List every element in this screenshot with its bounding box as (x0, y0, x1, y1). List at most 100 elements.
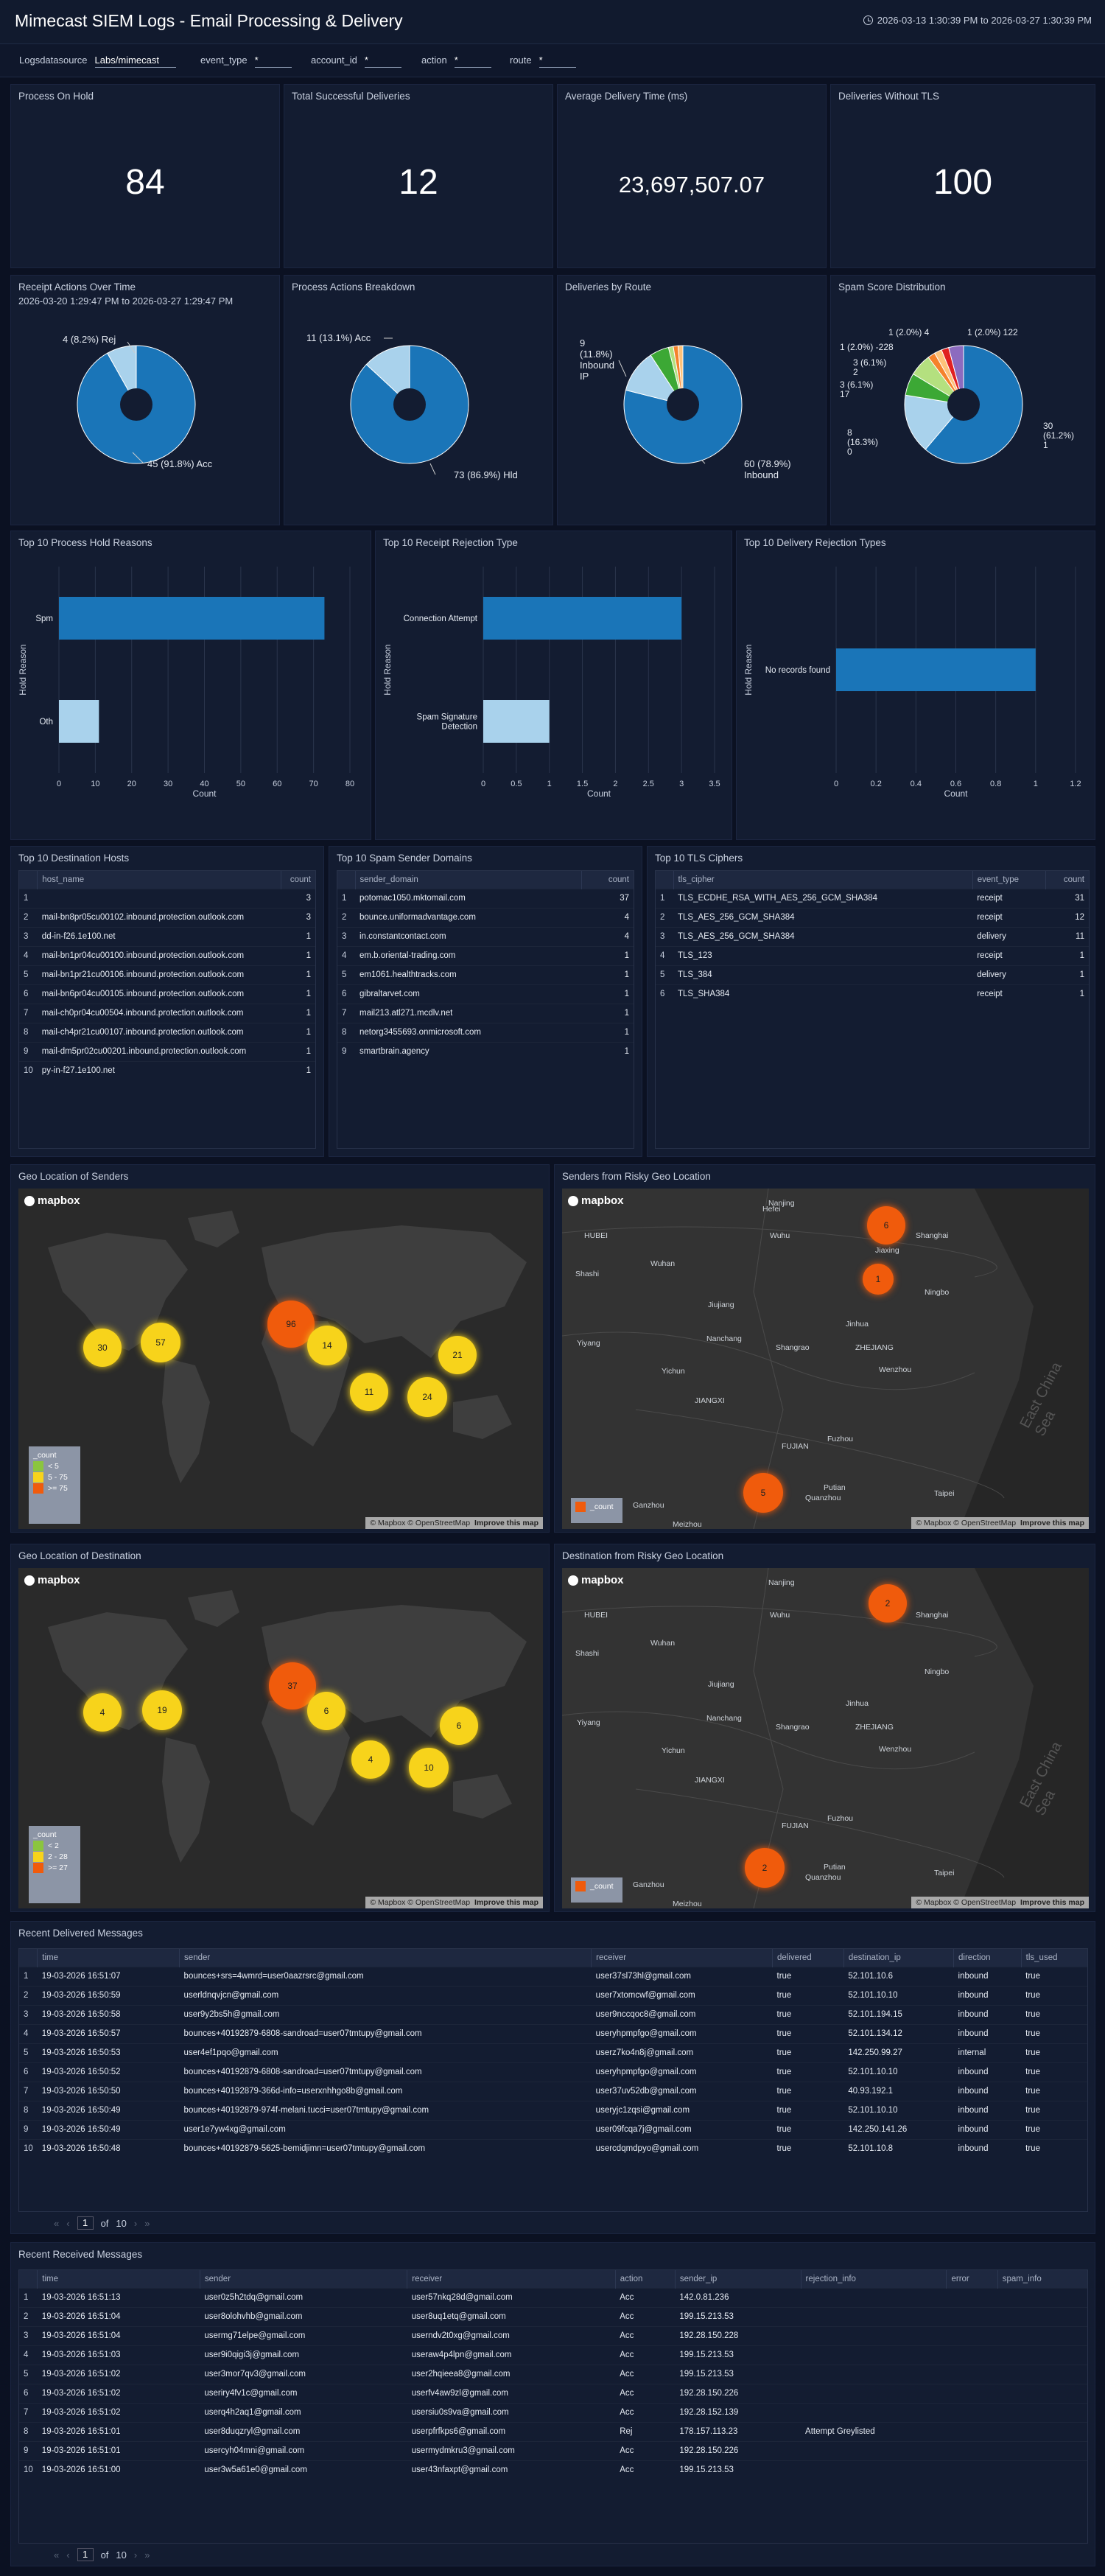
page-input[interactable]: 1 (77, 2216, 94, 2230)
filter-value[interactable]: Labs/mimecast (94, 55, 176, 68)
map-cluster[interactable]: 19 (142, 1690, 182, 1730)
column-header[interactable]: sender (199, 2270, 407, 2288)
improve-map-link[interactable]: Improve this map (1020, 1898, 1084, 1907)
bar-rejection-0[interactable] (483, 597, 682, 640)
filter-value[interactable]: * (364, 55, 401, 68)
filter-value[interactable]: * (254, 55, 292, 68)
map-cluster[interactable]: 96 (267, 1301, 315, 1348)
map-attribution[interactable]: © Mapbox © OpenStreetMap Improve this map (365, 1897, 543, 1908)
filter-event-type[interactable]: event_type * (200, 55, 292, 68)
last-page-icon[interactable]: » (144, 2549, 150, 2561)
table-row[interactable]: 4 mail-bn1pr04cu00100.inbound.protection.… (19, 945, 315, 965)
column-header[interactable]: host_name (37, 871, 281, 889)
column-header[interactable] (19, 871, 38, 889)
next-page-icon[interactable]: › (133, 2217, 138, 2229)
china-map-destination[interactable]: mapbox Nanjing Wuhu Shanghai Ningbo HUBE… (562, 1568, 1089, 1908)
column-header[interactable]: error (946, 2270, 998, 2288)
table-row[interactable]: 9 smartbrain.agency 1 (337, 1041, 634, 1061)
filter-action[interactable]: action * (421, 55, 491, 68)
map-cluster[interactable]: 4 (351, 1740, 390, 1779)
china-map-senders[interactable]: mapbox Nanjing Hefei Wuhu Shanghai Jiaxi… (562, 1189, 1089, 1529)
table-row[interactable]: 6 TLS_SHA384 receipt 1 (656, 984, 1089, 1004)
improve-map-link[interactable]: Improve this map (474, 1519, 539, 1527)
table-row[interactable]: 4 19-03-2026 16:51:03 user9i0qigi3j@gmail.… (19, 2345, 1087, 2365)
column-header[interactable]: action (614, 2270, 676, 2288)
map-cluster[interactable]: 6 (307, 1692, 345, 1730)
table-row[interactable]: 8 19-03-2026 16:50:49 bounces+40192879-974… (19, 2100, 1087, 2120)
next-page-icon[interactable]: › (133, 2549, 138, 2561)
column-header[interactable]: count (1045, 871, 1089, 889)
table-row[interactable]: 3 dd-in-f26.1e100.net 1 (19, 926, 315, 946)
filter-logsdatasource[interactable]: Logsdatasource Labs/mimecast (19, 55, 176, 68)
map-cluster[interactable]: 2 (745, 1848, 785, 1888)
world-map-senders[interactable]: mapbox 30 57 96 14 11 24 21 _count < 5 5… (18, 1189, 543, 1529)
table-row[interactable]: 7 mail213.atl271.mcdlv.net 1 (337, 1003, 634, 1023)
table-row[interactable]: 3 19-03-2026 16:51:04 usermg71elpe@gmail.c… (19, 2325, 1087, 2345)
column-header[interactable]: spam_info (997, 2270, 1087, 2288)
first-page-icon[interactable]: « (54, 2217, 60, 2229)
filter-value[interactable]: * (539, 55, 576, 68)
table-row[interactable]: 8 mail-ch4pr21cu00107.inbound.protection.… (19, 1022, 315, 1042)
improve-map-link[interactable]: Improve this map (1020, 1519, 1084, 1527)
table-row[interactable]: 5 em1061.healthtracks.com 1 (337, 965, 634, 984)
column-header[interactable]: sender_ip (674, 2270, 801, 2288)
column-header[interactable] (19, 1949, 38, 1967)
column-header[interactable] (19, 2270, 38, 2288)
table-row[interactable]: 10 19-03-2026 16:51:00 user3w5a61e0@gmail.… (19, 2460, 1087, 2479)
map-cluster[interactable]: 11 (350, 1373, 388, 1411)
column-header[interactable]: direction (953, 1949, 1022, 1967)
map-attribution[interactable]: © Mapbox © OpenStreetMap Improve this map (365, 1517, 543, 1529)
first-page-icon[interactable]: « (54, 2549, 60, 2561)
table-row[interactable]: 3 19-03-2026 16:50:58 user9y2bs5h@gmail.co… (19, 2004, 1087, 2024)
filter-route[interactable]: route * (510, 55, 576, 68)
pie-slice-process-1[interactable] (365, 345, 410, 406)
column-header[interactable]: count (281, 871, 315, 889)
table-row[interactable]: 4 TLS_123 receipt 1 (656, 945, 1089, 965)
map-cluster[interactable]: 21 (438, 1336, 477, 1374)
table-row[interactable]: 7 mail-ch0pr04cu00504.inbound.protection.… (19, 1003, 315, 1023)
column-header[interactable]: tls_cipher (673, 871, 973, 889)
map-cluster[interactable]: 5 (743, 1473, 783, 1513)
column-header[interactable]: time (37, 2270, 200, 2288)
filter-value[interactable]: * (454, 55, 491, 68)
table-row[interactable]: 8 19-03-2026 16:51:01 user8duqzryl@gmail.c… (19, 2421, 1087, 2441)
column-header[interactable]: receiver (591, 1949, 773, 1967)
table-row[interactable]: 2 TLS_AES_256_GCM_SHA384 receipt 12 (656, 907, 1089, 927)
table-row[interactable]: 2 bounce.uniformadvantage.com 4 (337, 907, 634, 927)
column-header[interactable] (337, 871, 355, 889)
bar-hold-1[interactable] (59, 700, 99, 743)
table-row[interactable]: 10 19-03-2026 16:50:48 bounces+40192879-56… (19, 2138, 1087, 2158)
column-header[interactable]: tls_used (1020, 1949, 1087, 1967)
table-row[interactable]: 5 19-03-2026 16:51:02 user3mor7qv3@gmail.c… (19, 2364, 1087, 2384)
column-header[interactable] (656, 871, 673, 889)
table-row[interactable]: 1 19-03-2026 16:51:13 user0z5h2tdq@gmail.c… (19, 2287, 1087, 2307)
table-row[interactable]: 5 TLS_384 delivery 1 (656, 965, 1089, 984)
table-row[interactable]: 7 19-03-2026 16:51:02 userq4h2aq1@gmail.co… (19, 2402, 1087, 2422)
map-attribution[interactable]: © Mapbox © OpenStreetMap Improve this map (911, 1897, 1089, 1908)
table-row[interactable]: 8 netorg3455693.onmicrosoft.com 1 (337, 1022, 634, 1042)
table-row[interactable]: 6 gibraltarvet.com 1 (337, 984, 634, 1004)
column-header[interactable]: event_type (972, 871, 1046, 889)
table-row[interactable]: 6 19-03-2026 16:51:02 useriry4fv1c@gmail.c… (19, 2383, 1087, 2403)
bar-rejection-1[interactable] (483, 700, 550, 743)
column-header[interactable]: destination_ip (843, 1949, 954, 1967)
column-header[interactable]: delivered (772, 1949, 844, 1967)
map-cluster[interactable]: 24 (407, 1377, 447, 1417)
table-row[interactable]: 9 19-03-2026 16:51:01 usercyh04mni@gmail.c… (19, 2440, 1087, 2460)
map-cluster[interactable]: 1 (863, 1264, 894, 1295)
table-row[interactable]: 9 mail-dm5pr02cu00201.inbound.protection.… (19, 1041, 315, 1061)
column-header[interactable]: receiver (407, 2270, 616, 2288)
map-cluster[interactable]: 2 (869, 1584, 907, 1623)
table-row[interactable]: 1 19-03-2026 16:51:07 bounces+srs=4wmrd=us… (19, 1966, 1087, 1986)
filter-account-id[interactable]: account_id * (311, 55, 401, 68)
table-row[interactable]: 2 19-03-2026 16:51:04 user8olohvhb@gmail.c… (19, 2306, 1087, 2326)
improve-map-link[interactable]: Improve this map (474, 1898, 539, 1907)
map-cluster[interactable]: 6 (440, 1707, 478, 1745)
map-cluster[interactable]: 4 (83, 1693, 122, 1732)
bar-delivery-0[interactable] (836, 648, 1036, 691)
table-row[interactable]: 4 19-03-2026 16:50:57 bounces+40192879-680… (19, 2023, 1087, 2043)
table-row[interactable]: 6 mail-bn6pr04cu00105.inbound.protection.… (19, 984, 315, 1004)
map-cluster[interactable]: 10 (409, 1748, 449, 1788)
table-row[interactable]: 1 potomac1050.mktomail.com 37 (337, 888, 634, 908)
